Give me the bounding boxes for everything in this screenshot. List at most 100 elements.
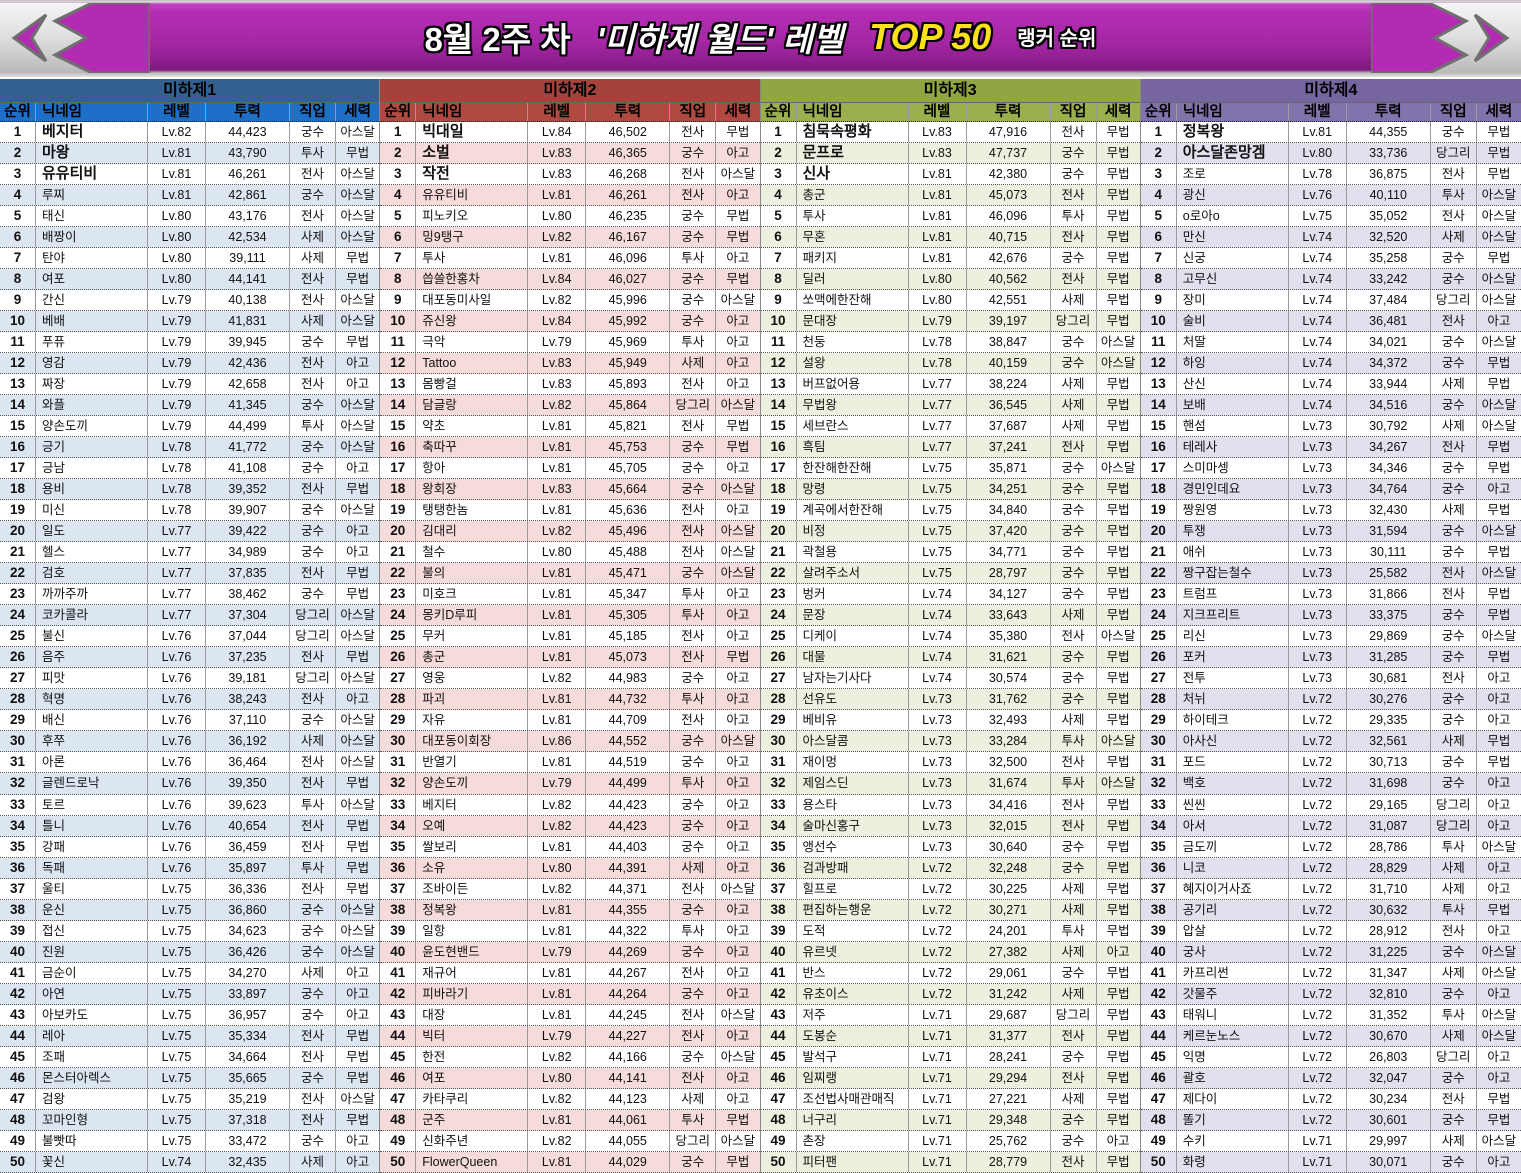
cell-faction: 아고 bbox=[1487, 818, 1511, 833]
cell-faction: 아고 bbox=[346, 377, 370, 392]
cell-faction: 아스달 bbox=[340, 1091, 375, 1106]
cell-rank: 7 bbox=[1141, 248, 1177, 269]
banner-subtitle: '미하제 월드' 레벨 bbox=[596, 20, 844, 58]
table-row: 33 씬씬 Lv.72 29,165 당그리 아고 bbox=[1140, 794, 1521, 816]
cell-job: 궁수 bbox=[670, 143, 717, 164]
cell-job: 궁수 bbox=[1431, 773, 1477, 794]
cell-power: 25,582 bbox=[1347, 563, 1431, 584]
cell-nickname: 문장 bbox=[797, 605, 909, 626]
cell-power: 45,073 bbox=[586, 647, 671, 668]
cell-faction: 무법 bbox=[1106, 1070, 1130, 1085]
cell-power: 36,464 bbox=[206, 752, 290, 773]
table-row: 21 애쉬 Lv.73 30,111 궁수 무법 bbox=[1140, 542, 1521, 564]
table-row: 46 괄호 Lv.72 32,047 궁수 아고 bbox=[1140, 1067, 1521, 1089]
cell-job: 당그리 bbox=[670, 1130, 717, 1151]
cell-level: Lv.72 bbox=[1289, 1004, 1347, 1025]
cell-power: 44,355 bbox=[1347, 122, 1431, 143]
cell-nickname: 밍9탱구 bbox=[416, 227, 529, 248]
cell-rank: 33 bbox=[1141, 794, 1177, 815]
cell-nickname: 아스달존망겜 bbox=[1177, 143, 1289, 164]
cell-rank: 21 bbox=[1141, 542, 1177, 563]
cell-level: Lv.79 bbox=[528, 773, 587, 794]
cell-job: 사제 bbox=[290, 1151, 336, 1172]
cell-power: 45,705 bbox=[586, 458, 671, 479]
cell-job: 전사 bbox=[290, 752, 336, 773]
cell-nickname: 리신 bbox=[1177, 626, 1289, 647]
cell-job: 궁수 bbox=[670, 1151, 717, 1172]
table-row: 4 총군 Lv.81 45,073 전사 무법 bbox=[760, 185, 1140, 207]
cell-level: Lv.73 bbox=[909, 689, 967, 710]
cell-nickname: 탄야 bbox=[36, 248, 148, 269]
cell-job: 사제 bbox=[1431, 962, 1477, 983]
cell-job: 궁수 bbox=[670, 1046, 717, 1067]
table-row: 10 문대장 Lv.79 39,197 당그리 무법 bbox=[760, 311, 1140, 333]
cell-nickname: 망령 bbox=[797, 479, 909, 500]
table-row: 35 쌀보리 Lv.81 44,403 궁수 아고 bbox=[380, 836, 760, 858]
cell-job: 전사 bbox=[1431, 563, 1477, 584]
table-row: 27 피맛 Lv.76 39,181 당그리 아스달 bbox=[0, 668, 380, 690]
cell-nickname: 딜러 bbox=[797, 269, 909, 290]
cell-job: 전사 bbox=[1431, 668, 1477, 689]
cell-level: Lv.80 bbox=[148, 227, 206, 248]
cell-level: Lv.79 bbox=[148, 416, 206, 437]
cell-job: 당그리 bbox=[1431, 290, 1477, 311]
cell-job: 사제 bbox=[1431, 416, 1477, 437]
cell-faction: 무법 bbox=[1487, 503, 1511, 518]
cell-rank: 34 bbox=[761, 815, 797, 836]
cell-nickname: 앵선수 bbox=[797, 836, 909, 857]
column-header-row: 순위 닉네임 레벨 투력 직업 세력 bbox=[760, 103, 1140, 122]
cell-level: Lv.79 bbox=[528, 1025, 587, 1046]
cell-job: 사제 bbox=[670, 1088, 717, 1109]
cell-nickname: 한잔해한잔해 bbox=[797, 458, 909, 479]
cell-rank: 8 bbox=[761, 269, 797, 290]
cell-power: 44,123 bbox=[586, 1088, 671, 1109]
table-row: 2 문프로 Lv.83 47,737 궁수 무법 bbox=[760, 143, 1140, 165]
cell-power: 33,242 bbox=[1347, 269, 1431, 290]
cell-level: Lv.83 bbox=[909, 122, 967, 143]
table-row: 28 혁명 Lv.76 38,243 전사 아고 bbox=[0, 689, 380, 711]
cell-job: 궁수 bbox=[670, 815, 717, 836]
cell-nickname: 유유티비 bbox=[416, 185, 529, 206]
cell-level: Lv.73 bbox=[909, 752, 967, 773]
cell-rank: 15 bbox=[761, 416, 797, 437]
cell-power: 31,377 bbox=[967, 1025, 1051, 1046]
cell-faction: 무법 bbox=[346, 860, 370, 875]
cell-faction: 아고 bbox=[726, 818, 750, 833]
cell-nickname: 편집하는행운 bbox=[797, 899, 909, 920]
cell-job: 사제 bbox=[290, 248, 336, 269]
cell-nickname: 미신 bbox=[36, 500, 148, 521]
cell-rank: 33 bbox=[380, 794, 417, 815]
cell-faction: 무법 bbox=[1106, 272, 1130, 287]
cell-power: 44,245 bbox=[586, 1004, 671, 1025]
cell-power: 31,710 bbox=[1347, 878, 1431, 899]
cell-nickname: 제다이 bbox=[1177, 1088, 1289, 1109]
cell-job: 사제 bbox=[1051, 941, 1097, 962]
cell-rank: 23 bbox=[1141, 584, 1177, 605]
table-row: 5 태신 Lv.80 43,176 전사 아스달 bbox=[0, 206, 380, 228]
cell-power: 45,893 bbox=[586, 374, 671, 395]
cell-power: 45,949 bbox=[586, 353, 671, 374]
table-row: 23 트럼프 Lv.73 31,866 전사 무법 bbox=[1140, 584, 1521, 606]
cell-faction: 무법 bbox=[726, 230, 750, 245]
table-row: 17 한잔해한잔해 Lv.75 35,871 궁수 아스달 bbox=[760, 458, 1140, 480]
cell-level: Lv.79 bbox=[148, 311, 206, 332]
cell-job: 궁수 bbox=[290, 920, 336, 941]
cell-job: 궁수 bbox=[1431, 752, 1477, 773]
table-row: 46 여포 Lv.80 44,141 전사 아고 bbox=[380, 1067, 760, 1089]
table-row: 4 루찌 Lv.81 42,861 궁수 아스달 bbox=[0, 185, 380, 207]
cell-rank: 29 bbox=[380, 710, 417, 731]
cell-faction: 아스달 bbox=[340, 125, 375, 139]
table-row: 24 문장 Lv.74 33,643 사제 무법 bbox=[760, 605, 1140, 627]
cell-rank: 3 bbox=[761, 164, 797, 185]
cell-power: 39,197 bbox=[967, 311, 1051, 332]
cell-power: 45,992 bbox=[586, 311, 671, 332]
cell-level: Lv.81 bbox=[528, 185, 587, 206]
cell-power: 44,983 bbox=[586, 668, 671, 689]
table-row: 16 축따꾸 Lv.81 45,753 궁수 무법 bbox=[380, 437, 760, 459]
cell-power: 41,831 bbox=[206, 311, 290, 332]
cell-nickname: 한전 bbox=[416, 1046, 529, 1067]
table-row: 15 핸섬 Lv.73 30,792 사제 아스달 bbox=[1140, 416, 1521, 438]
column-header-level: 레벨 bbox=[909, 103, 967, 121]
cell-power: 41,108 bbox=[206, 458, 290, 479]
